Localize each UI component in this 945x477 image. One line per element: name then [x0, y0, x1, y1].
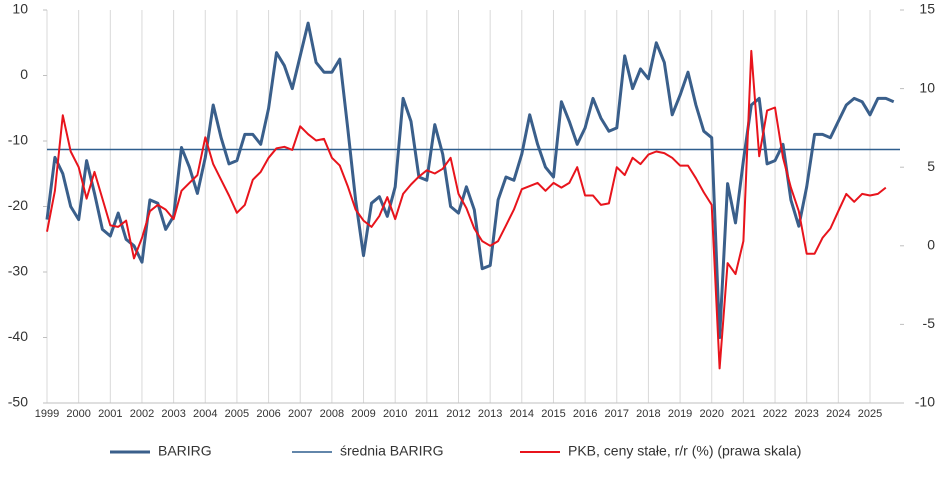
x-tick-label: 2001 — [98, 408, 122, 420]
y2-tick-label: 0 — [927, 237, 935, 253]
y-tick-label: -30 — [8, 263, 28, 279]
x-tick-label: 2004 — [193, 408, 217, 420]
x-tick-label: 2021 — [731, 408, 755, 420]
x-tick-label: 2025 — [858, 408, 882, 420]
x-tick-label: 2012 — [446, 408, 470, 420]
y-tick-label: -50 — [8, 394, 28, 410]
y-tick-label: -10 — [8, 132, 28, 148]
y2-tick-label: -10 — [915, 394, 935, 410]
x-tick-label: 2003 — [161, 408, 185, 420]
x-tick-label: 1999 — [35, 408, 59, 420]
legend-label: PKB, ceny stałe, r/r (%) (prawa skala) — [568, 443, 801, 459]
x-tick-label: 2006 — [256, 408, 280, 420]
x-tick-label: 2009 — [351, 408, 375, 420]
x-tick-label: 2023 — [794, 408, 818, 420]
y-tick-label: 10 — [12, 1, 28, 17]
x-tick-label: 2022 — [763, 408, 787, 420]
x-tick-label: 2013 — [478, 408, 502, 420]
y2-tick-label: 15 — [919, 1, 935, 17]
x-tick-label: 2002 — [130, 408, 154, 420]
x-tick-label: 2019 — [668, 408, 692, 420]
x-tick-label: 2020 — [699, 408, 723, 420]
y-tick-label: -20 — [8, 197, 28, 213]
x-tick-label: 2005 — [225, 408, 249, 420]
y-tick-label: 0 — [20, 66, 28, 82]
x-tick-label: 2000 — [66, 408, 90, 420]
series-line — [46, 49, 887, 370]
legend-label: średnia BARIRG — [340, 443, 443, 459]
y2-tick-label: -5 — [923, 315, 936, 331]
x-tick-label: 2016 — [573, 408, 597, 420]
x-tick-label: 2018 — [636, 408, 660, 420]
x-tick-label: 2011 — [415, 408, 439, 420]
y-tick-label: -40 — [8, 328, 28, 344]
x-tick-label: 2007 — [288, 408, 312, 420]
x-tick-label: 2010 — [383, 408, 407, 420]
series-line — [45, 21, 895, 339]
x-tick-label: 2024 — [826, 408, 850, 420]
y2-tick-label: 5 — [927, 158, 935, 174]
x-tick-label: 2015 — [541, 408, 565, 420]
x-tick-label: 2008 — [320, 408, 344, 420]
y2-tick-label: 10 — [919, 79, 935, 95]
x-tick-label: 2014 — [510, 408, 534, 420]
legend-label: BARIRG — [158, 443, 212, 459]
x-tick-label: 2017 — [605, 408, 629, 420]
